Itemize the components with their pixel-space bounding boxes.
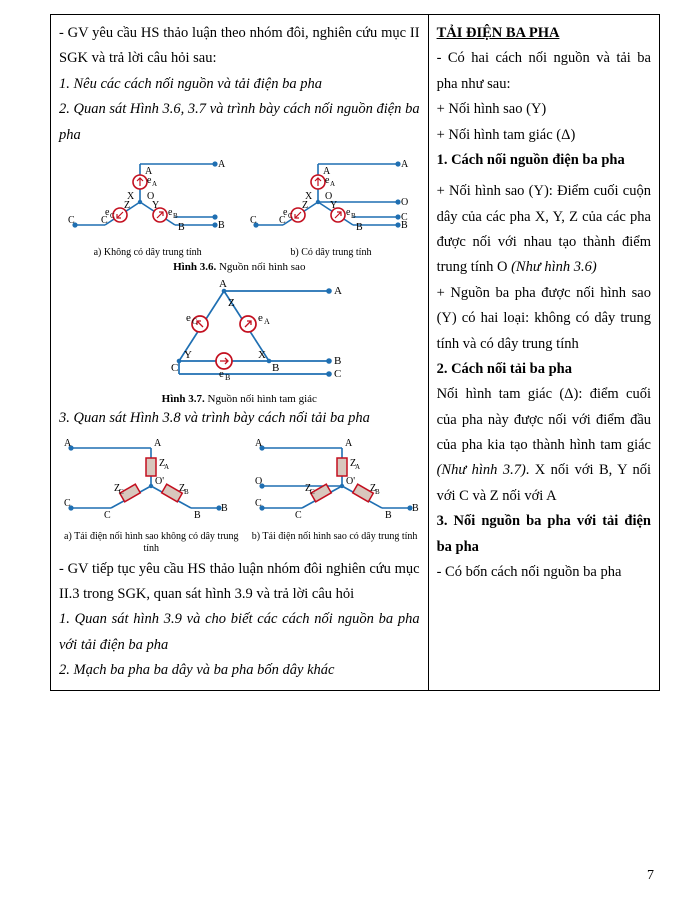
svg-text:C: C [68, 215, 75, 226]
svg-text:A: A [334, 285, 342, 297]
svg-text:B: B [173, 212, 178, 220]
svg-text:C: C [310, 488, 315, 496]
svg-text:B: B [221, 503, 228, 514]
right-p2: + Nối hình sao (Y) [437, 97, 651, 122]
right-p3: + Nối hình tam giác (Δ) [437, 123, 651, 148]
svg-text:C: C [192, 317, 197, 326]
svg-text:B: B [334, 355, 341, 367]
svg-text:B: B [184, 488, 189, 496]
svg-text:B: B [272, 362, 279, 374]
svg-text:C: C [171, 362, 178, 374]
svg-text:C: C [64, 498, 71, 509]
svg-text:C: C [255, 498, 262, 509]
right-p5: + Nguồn ba pha được nối hình sao (Y) có … [437, 281, 651, 357]
left-q5: 2. Mạch ba pha ba dây và ba pha bốn dây … [59, 658, 420, 683]
svg-text:B: B [356, 222, 363, 233]
svg-text:C: C [110, 212, 115, 220]
right-p6: Nối hình tam giác (Δ): điểm cuối của pha… [437, 382, 651, 509]
svg-text:A: A [345, 438, 353, 449]
svg-text:O: O [255, 476, 262, 487]
svg-text:e: e [258, 312, 263, 324]
figure-3-8a-caption: a) Tải điện nối hình sao không có dây tr… [59, 531, 244, 555]
svg-text:Y: Y [330, 200, 337, 211]
svg-text:C: C [334, 368, 341, 380]
svg-text:A: A [219, 278, 227, 290]
right-p7: - Có bốn cách nối nguồn ba pha [437, 560, 651, 585]
right-h4: 3. Nối nguồn ba pha với tải điện ba pha [437, 509, 651, 560]
svg-text:B: B [194, 510, 201, 521]
svg-text:A: A [64, 438, 72, 449]
svg-text:e: e [219, 368, 224, 380]
svg-text:C: C [119, 488, 124, 496]
figure-3-8: AA CC BB O' ZA ZC ZB a) Tải điện nối hìn… [59, 436, 420, 555]
figure-3-6a: AA XO ZY CC BB eA eC eB a) Không có dây … [65, 152, 230, 259]
svg-text:X: X [258, 349, 266, 361]
svg-text:A: A [255, 438, 263, 449]
svg-text:Z: Z [302, 200, 308, 211]
page-number: 7 [647, 868, 654, 884]
left-q3: 3. Quan sát Hình 3.8 và trình bày cách n… [59, 406, 420, 431]
svg-text:B: B [375, 488, 380, 496]
left-q2: 2. Quan sát Hình 3.6, 3.7 và trình bày c… [59, 97, 420, 148]
right-title: TẢI ĐIỆN BA PHA [437, 21, 651, 46]
svg-text:e: e [186, 312, 191, 324]
left-column: - GV yêu cầu HS thảo luận theo nhóm đôi,… [51, 15, 429, 691]
left-p2: - GV tiếp tục yêu cầu HS thảo luận nhóm … [59, 557, 420, 608]
svg-text:A: A [264, 317, 270, 326]
figure-3-8a: AA CC BB O' ZA ZC ZB a) Tải điện nối hìn… [59, 436, 244, 555]
svg-text:B: B [351, 212, 356, 220]
svg-text:Y: Y [152, 200, 159, 211]
svg-text:A: A [152, 180, 157, 188]
right-p1: - Có hai cách nối nguồn và tải ba pha nh… [437, 46, 651, 97]
figure-3-6b-caption: b) Có dây trung tính [248, 247, 413, 259]
svg-text:C: C [288, 212, 293, 220]
svg-text:C: C [295, 510, 302, 521]
svg-text:B: B [225, 373, 230, 382]
figure-3-8b-caption: b) Tải điện nối hình sao có dây trung tí… [250, 531, 420, 543]
svg-text:C: C [104, 510, 111, 521]
left-q4: 1. Quan sát hình 3.9 và cho biết các các… [59, 607, 420, 658]
svg-text:A: A [401, 159, 409, 170]
figure-3-6: AA XO ZY CC BB eA eC eB a) Không có dây … [59, 152, 420, 259]
two-column-table: - GV yêu cầu HS thảo luận theo nhóm đôi,… [50, 14, 660, 691]
right-p4: + Nối hình sao (Y): Điểm cuối cuộn dây c… [437, 179, 651, 281]
svg-text:O: O [401, 197, 408, 208]
right-h3: 2. Cách nối tải ba pha [437, 357, 651, 382]
svg-text:B: B [178, 222, 185, 233]
figure-3-8b: AA CC BB OO' ZA ZC ZB b) Tải điện nối hì… [250, 436, 420, 555]
svg-text:A: A [154, 438, 162, 449]
right-column: TẢI ĐIỆN BA PHA - Có hai cách nối nguồn … [428, 15, 659, 691]
svg-text:A: A [330, 180, 335, 188]
svg-text:B: B [218, 220, 225, 231]
figure-3-6-caption: Hình 3.6. Nguồn nối hình sao [59, 261, 420, 274]
svg-text:B: B [385, 510, 392, 521]
figure-3-7: AA Z CY BX BC eC eA eB [59, 276, 420, 391]
svg-text:A: A [164, 463, 169, 471]
svg-text:A: A [218, 159, 226, 170]
svg-text:C: C [250, 215, 257, 226]
left-q1: 1. Nêu các cách nối nguồn và tải điện ba… [59, 72, 420, 97]
svg-text:O': O' [346, 476, 355, 487]
right-h2: 1. Cách nối nguồn điện ba pha [437, 148, 651, 173]
figure-3-7-caption: Hình 3.7. Nguồn nối hình tam giác [59, 393, 420, 406]
svg-text:Y: Y [184, 349, 192, 361]
figure-3-6a-caption: a) Không có dây trung tính [65, 247, 230, 259]
svg-text:O': O' [155, 476, 164, 487]
left-intro-1: - GV yêu cầu HS thảo luận theo nhóm đôi,… [59, 21, 420, 72]
svg-text:A: A [355, 463, 360, 471]
figure-3-6b: AA XO ZY CC BB CO eA eC eB b) Có dây tru… [248, 152, 413, 259]
svg-text:Z: Z [228, 297, 235, 309]
svg-text:C: C [401, 212, 408, 223]
svg-text:B: B [412, 503, 419, 514]
svg-text:Z: Z [124, 200, 130, 211]
